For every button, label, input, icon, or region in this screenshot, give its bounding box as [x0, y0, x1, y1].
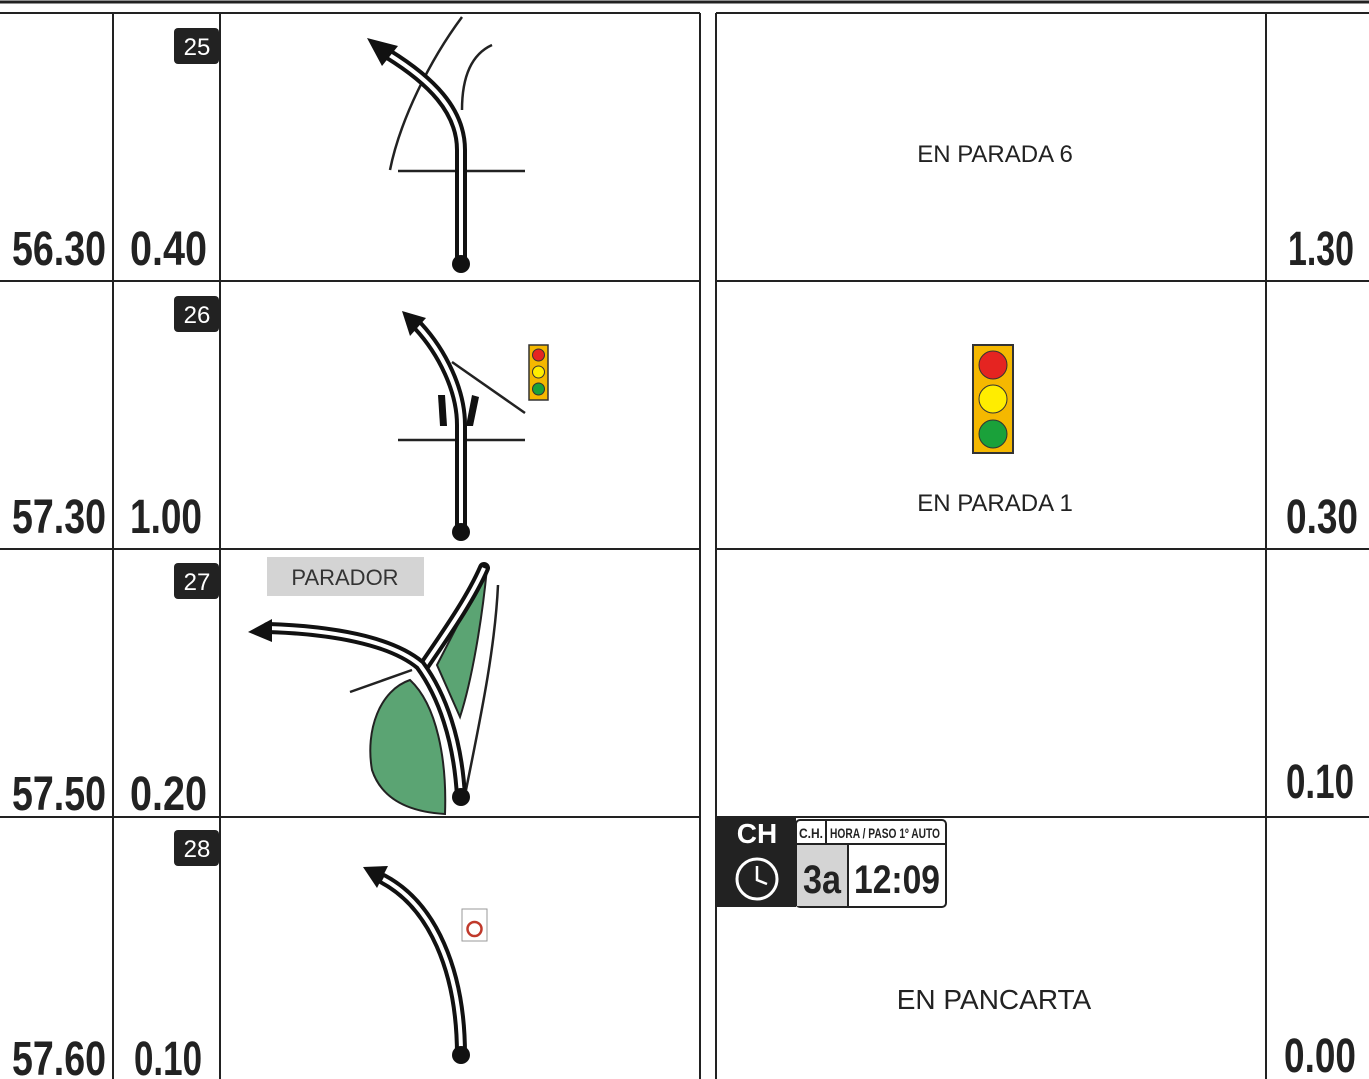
- row: 57.60 0.10 28 CH C.H. HORA / PASO 1º AUT…: [12, 817, 1356, 1079]
- control-header: HORA / PASO 1º AUTO: [830, 825, 940, 841]
- step-number: 26: [184, 302, 211, 329]
- traffic-light-icon: [972, 344, 1014, 454]
- total-distance: 57.50: [12, 768, 106, 821]
- step-number: 27: [184, 569, 211, 596]
- step-number: 25: [184, 34, 211, 61]
- control-value: 3a: [803, 858, 842, 902]
- control-code: CH: [737, 818, 777, 849]
- diagram: [398, 311, 549, 541]
- diagram: [363, 866, 488, 1064]
- note: EN PANCARTA: [897, 984, 1092, 1015]
- number-badge: [174, 830, 219, 866]
- partial-distance: 0.20: [130, 768, 207, 821]
- number-badge: [174, 563, 219, 599]
- distance: 1.30: [1288, 223, 1354, 276]
- diagram: [367, 16, 525, 273]
- step-number: 28: [184, 836, 211, 863]
- row: 57.50 0.20 27 PARADOR 0.10: [12, 557, 1354, 821]
- row: 57.30 1.00 26 EN PARADA 1 0.30: [12, 296, 1358, 544]
- diagram: [248, 562, 500, 816]
- total-distance: 57.60: [12, 1033, 106, 1079]
- total-distance: 57.30: [12, 491, 106, 544]
- control-header: C.H.: [799, 825, 823, 841]
- partial-distance: 0.10: [134, 1033, 202, 1079]
- distance: 0.00: [1284, 1030, 1356, 1079]
- label-box: [267, 557, 424, 596]
- note: EN PARADA 6: [917, 141, 1073, 168]
- note: EN PARADA 1: [917, 490, 1073, 517]
- distance: 0.10: [1286, 756, 1354, 809]
- control-time: 12:09: [854, 858, 940, 902]
- total-distance: 56.30: [12, 223, 106, 276]
- number-badge: [174, 296, 219, 332]
- number-badge: [174, 28, 219, 64]
- partial-distance: 1.00: [130, 491, 202, 544]
- place-label: PARADOR: [291, 565, 398, 590]
- distance: 0.30: [1286, 491, 1358, 544]
- row: 56.30 0.40 25 EN PARADA 6 1.30: [12, 16, 1354, 276]
- control-box: CH C.H. HORA / PASO 1º AUTO 3a 12:09: [716, 817, 947, 908]
- partial-distance: 0.40: [130, 223, 207, 276]
